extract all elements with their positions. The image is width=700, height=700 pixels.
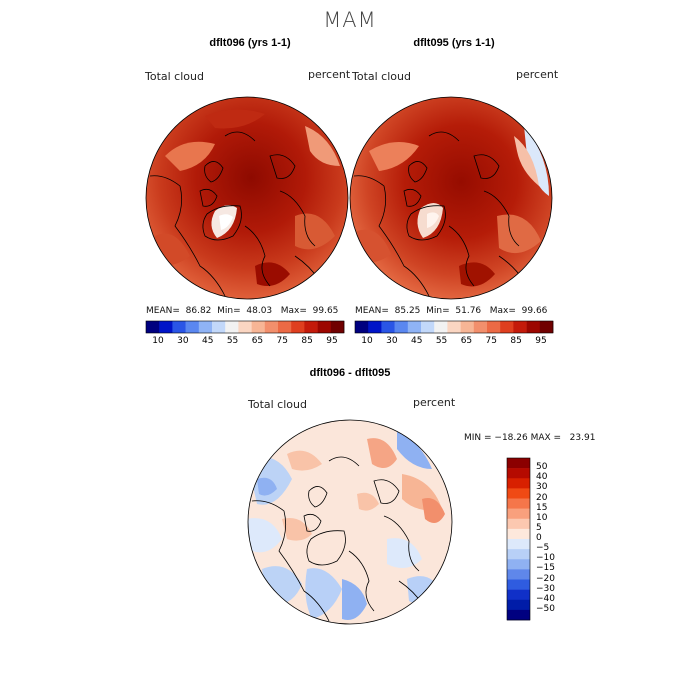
colorbar-swatch (159, 321, 173, 333)
colorbar-swatch (507, 518, 530, 530)
colorbar-swatch (368, 321, 382, 333)
colorbar-swatch (507, 498, 530, 509)
colorbar-tick-label: 10 (152, 336, 164, 346)
right-colorbar-ticks: 10 30 45 55 65 75 85 95 (355, 336, 553, 348)
colorbar-swatch (447, 321, 461, 333)
diff-colorbar-ticks: 50 40 30 20 15 10 5 0 −5 −10 −15 −20 −30 −40 −50 (536, 458, 576, 620)
colorbar-swatch (264, 321, 279, 333)
colorbar-swatch (238, 321, 252, 333)
colorbar-swatch (507, 458, 530, 469)
right-polar-map (349, 96, 553, 300)
colorbar-tick-label: 55 (226, 336, 239, 346)
colorbar-tick-label: −10 (536, 553, 555, 564)
colorbar-swatch (513, 321, 527, 333)
colorbar-tick-label: 65 (460, 336, 473, 346)
colorbar-swatch (507, 468, 530, 479)
right-colorbar (354, 320, 554, 334)
colorbar-swatch (507, 549, 530, 560)
colorbar-swatch (172, 321, 186, 333)
colorbar-tick-label: 20 (536, 492, 548, 503)
diff-polar-map (247, 419, 453, 625)
colorbar-swatch (330, 321, 345, 333)
colorbar-tick-label: −20 (536, 573, 555, 584)
colorbar-tick-label: 30 (177, 336, 189, 346)
colorbar-swatch (507, 488, 530, 499)
left-polar-map (145, 96, 349, 300)
colorbar-swatch (507, 508, 530, 520)
colorbar-tick-label: 0 (536, 533, 542, 543)
colorbar-tick-label: 45 (410, 336, 423, 346)
colorbar-tick-label: 40 (536, 472, 548, 483)
colorbar-swatch (317, 321, 332, 333)
colorbar-swatch (198, 321, 213, 333)
right-variable-label: Total cloud (352, 70, 411, 83)
colorbar-tick-label: 75 (485, 336, 497, 346)
colorbar-tick-label: 50 (536, 462, 548, 473)
left-stats: MEAN= 86.82 Min= 48.03 Max= 99.65 (146, 306, 339, 316)
colorbar-swatch (185, 321, 200, 333)
diff-minmax: MIN = −18.26 MAX = 23.91 (464, 433, 596, 443)
colorbar-swatch (304, 321, 318, 333)
colorbar-swatch (507, 609, 530, 621)
colorbar-tick-label: 10 (361, 336, 373, 346)
colorbar-swatch (355, 321, 369, 333)
colorbar-tick-label: 55 (435, 336, 448, 346)
colorbar-swatch (526, 321, 541, 333)
colorbar-swatch (507, 579, 530, 590)
left-colorbar (145, 320, 345, 334)
season-title: MAM (323, 8, 377, 32)
left-variable-label: Total cloud (145, 70, 204, 83)
diff-variable-label: Total cloud (248, 398, 307, 411)
colorbar-tick-label: 5 (536, 522, 542, 533)
colorbar-tick-label: 95 (326, 336, 338, 346)
colorbar-tick-label: 15 (536, 502, 548, 513)
colorbar-swatch (212, 321, 226, 333)
colorbar-swatch (507, 528, 530, 540)
right-units-label: percent (516, 68, 559, 81)
colorbar-tick-label: −15 (536, 563, 555, 574)
diff-units-label: percent (413, 396, 456, 409)
colorbar-tick-label: 30 (536, 482, 548, 493)
colorbar-tick-label: 45 (201, 336, 214, 346)
diff-panel-title: dflt096 - dflt095 (309, 367, 391, 379)
colorbar-swatch (507, 559, 530, 570)
diff-colorbar (506, 457, 531, 621)
right-panel-title: dflt095 (yrs 1-1) (413, 37, 495, 49)
colorbar-swatch (539, 321, 554, 333)
colorbar-swatch (507, 569, 530, 580)
colorbar-tick-label: 65 (251, 336, 264, 346)
colorbar-swatch (507, 599, 530, 611)
colorbar-swatch (146, 321, 160, 333)
colorbar-swatch (251, 321, 266, 333)
colorbar-swatch (407, 321, 422, 333)
left-panel-title: dflt096 (yrs 1-1) (209, 37, 291, 49)
colorbar-swatch (421, 321, 435, 333)
colorbar-tick-label: 30 (386, 336, 398, 346)
left-units-label: percent (308, 68, 351, 81)
colorbar-swatch (507, 589, 530, 601)
colorbar-tick-label: −30 (536, 583, 555, 594)
colorbar-swatch (500, 321, 514, 333)
colorbar-swatch (487, 321, 501, 333)
colorbar-swatch (507, 539, 530, 550)
colorbar-tick-label: −50 (536, 603, 555, 614)
colorbar-tick-label: 85 (510, 336, 522, 346)
colorbar-swatch (507, 478, 530, 489)
colorbar-tick-label: −5 (536, 543, 550, 554)
colorbar-swatch (473, 321, 488, 333)
colorbar-swatch (291, 321, 305, 333)
colorbar-tick-label: 85 (301, 336, 313, 346)
colorbar-swatch (434, 321, 448, 333)
right-stats: MEAN= 85.25 Min= 51.76 Max= 99.66 (355, 306, 548, 316)
colorbar-swatch (381, 321, 395, 333)
colorbar-swatch (225, 321, 239, 333)
colorbar-swatch (278, 321, 292, 333)
colorbar-swatch (394, 321, 409, 333)
colorbar-tick-label: 10 (536, 512, 548, 523)
colorbar-swatch (460, 321, 475, 333)
colorbar-tick-label: −40 (536, 593, 555, 604)
colorbar-tick-label: 95 (535, 336, 547, 346)
left-colorbar-ticks: 10 30 45 55 65 75 85 95 (146, 336, 344, 348)
colorbar-tick-label: 75 (276, 336, 288, 346)
